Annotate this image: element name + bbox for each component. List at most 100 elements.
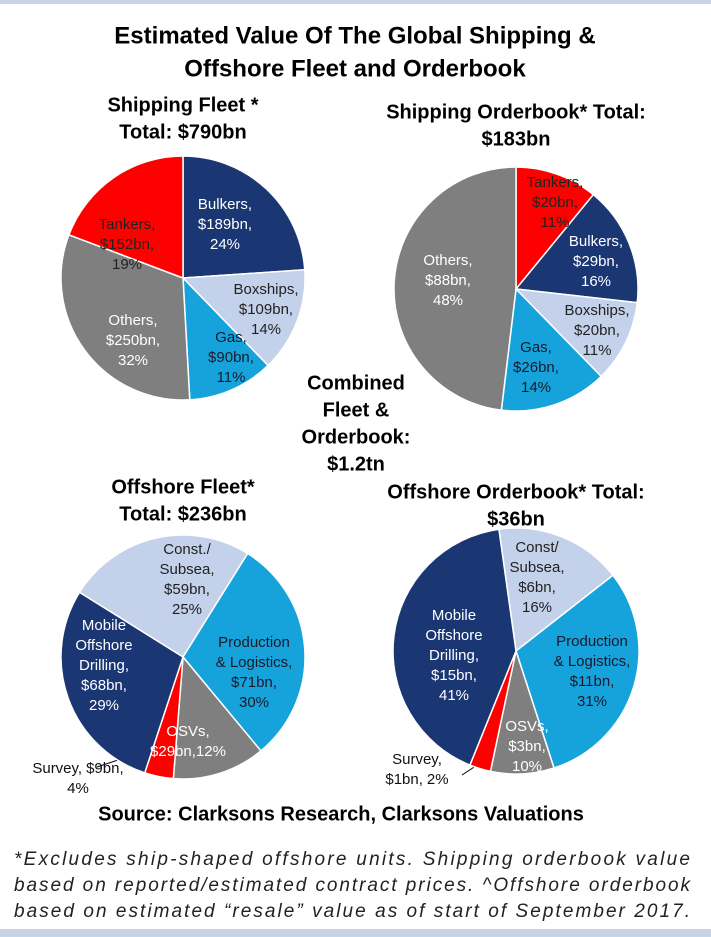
- pie-slice: [172, 655, 262, 780]
- slice-label: Others,: [423, 252, 472, 269]
- slice-label: 16%: [581, 273, 611, 290]
- slice-label: Drilling,: [79, 657, 129, 674]
- pie-slice: [515, 166, 595, 292]
- slice-label: Others,: [108, 312, 157, 329]
- label-part: $29bn,: [573, 253, 619, 270]
- slice-label: 11%: [541, 214, 570, 231]
- pie-slice: [514, 193, 639, 304]
- label-part: $20bn,: [532, 194, 578, 211]
- slice-label: 31%: [577, 693, 607, 710]
- label-part: $250bn,: [106, 332, 160, 349]
- label-part: 48%: [433, 292, 463, 309]
- label-part: OSVs,: [166, 723, 209, 740]
- slice-label: Gas,: [520, 339, 552, 356]
- slice-label: Gas,: [215, 329, 247, 346]
- label-part: Boxships,: [233, 281, 298, 298]
- pie-slice: [500, 287, 603, 412]
- label-part: 10%: [512, 758, 542, 775]
- slice-label: $90bn,: [208, 349, 254, 366]
- label-part: Subsea,: [159, 561, 214, 578]
- slice-label: $189bn,: [198, 216, 252, 233]
- label-part: 12%: [196, 743, 226, 760]
- label-part: Boxships,: [564, 302, 629, 319]
- pie-slice: [515, 574, 640, 769]
- pie-slice: [182, 276, 270, 401]
- chart-title: Offshore Fleet*: [111, 476, 255, 498]
- label-part: $11bn,: [570, 673, 615, 690]
- label-part: 19%: [112, 256, 142, 273]
- label-part: Offshore: [75, 637, 132, 654]
- label-part: $109bn,: [239, 301, 293, 318]
- slice-label: 10%: [512, 758, 542, 775]
- slice-label: & Logistics,: [554, 653, 631, 670]
- slice-label: Bulkers,: [569, 233, 623, 250]
- slice-label: $68bn,: [81, 677, 127, 694]
- slice-label: Const/: [515, 539, 559, 556]
- label-part: Tankers,: [527, 174, 584, 191]
- center-text: $1.2tn: [327, 453, 385, 475]
- label-part: Subsea,: [509, 559, 564, 576]
- label-part: Offshore: [425, 627, 482, 644]
- chart-title: $36bn: [487, 508, 545, 530]
- label-part: Production: [218, 634, 290, 651]
- label-part: $90bn,: [208, 349, 254, 366]
- label-part: Others,: [423, 252, 472, 269]
- source: Source: Clarksons Research, Clarksons Va…: [98, 803, 584, 825]
- label-part: Gas,: [520, 339, 552, 356]
- center-text: Fleet &: [323, 399, 390, 421]
- label-part: Drilling,: [79, 657, 129, 674]
- label-part: Production: [556, 633, 628, 650]
- slice-label: Survey, $9bn,: [32, 760, 123, 777]
- slice-label: $29bn,12%: [150, 743, 226, 760]
- label-part: & Logistics,: [216, 654, 293, 671]
- label-part: $6bn,: [518, 579, 556, 596]
- slice-label: Offshore: [425, 627, 482, 644]
- slice-label: 24%: [210, 236, 240, 253]
- slice-label: $15bn,: [431, 667, 477, 684]
- label-part: $15bn,: [431, 667, 477, 684]
- slice-label: Tankers,: [99, 216, 156, 233]
- label-part: $26bn,: [513, 359, 559, 376]
- pie-slice: [60, 591, 184, 774]
- slice-label: & Logistics,: [216, 654, 293, 671]
- pie-slice: [392, 528, 517, 767]
- slice-label: OSVs,: [505, 718, 548, 735]
- slice-label: $71bn,: [231, 674, 277, 691]
- slice-label: 29%: [89, 697, 119, 714]
- footnote: based on reported/estimated contract pri…: [14, 875, 692, 896]
- slice-label: Subsea,: [159, 561, 214, 578]
- label-part: $9bn,: [86, 760, 124, 777]
- label-part: 24%: [210, 236, 240, 253]
- slice-label: $1bn, 2%: [385, 771, 448, 788]
- label-part: 11%: [541, 214, 570, 231]
- slice-label: 14%: [521, 379, 551, 396]
- slice-label: Mobile: [82, 617, 126, 634]
- label-part: Others,: [108, 312, 157, 329]
- label-part: Mobile: [432, 607, 476, 624]
- slice-label: Boxships,: [564, 302, 629, 319]
- pie-slice: [181, 268, 306, 367]
- bottom-bar: [0, 929, 711, 937]
- slice-label: 14%: [251, 321, 281, 338]
- slice-label: Const./: [163, 541, 211, 558]
- slice-label: 41%: [439, 687, 469, 704]
- slice-label: 30%: [239, 694, 269, 711]
- slice-label: $29bn,: [573, 253, 619, 270]
- chart-title: Shipping Orderbook* Total:: [386, 101, 646, 123]
- label-part: 11%: [583, 342, 612, 359]
- label-part: $189bn,: [198, 216, 252, 233]
- slice-label: $3bn,: [508, 738, 546, 755]
- label-part: 2%: [427, 771, 449, 788]
- label-part: Const./: [163, 541, 211, 558]
- label-part: 11%: [217, 369, 246, 386]
- label-part: Bulkers,: [198, 196, 252, 213]
- label-part: $152bn,: [100, 236, 154, 253]
- slice-label: $26bn,: [513, 359, 559, 376]
- slice-label: Offshore: [75, 637, 132, 654]
- label-part: 25%: [172, 601, 202, 618]
- slice-label: $152bn,: [100, 236, 154, 253]
- pie-slice: [498, 527, 614, 653]
- footnote: based on estimated “resale” value as of …: [14, 901, 690, 922]
- chart-title: Total: $236bn: [119, 503, 246, 525]
